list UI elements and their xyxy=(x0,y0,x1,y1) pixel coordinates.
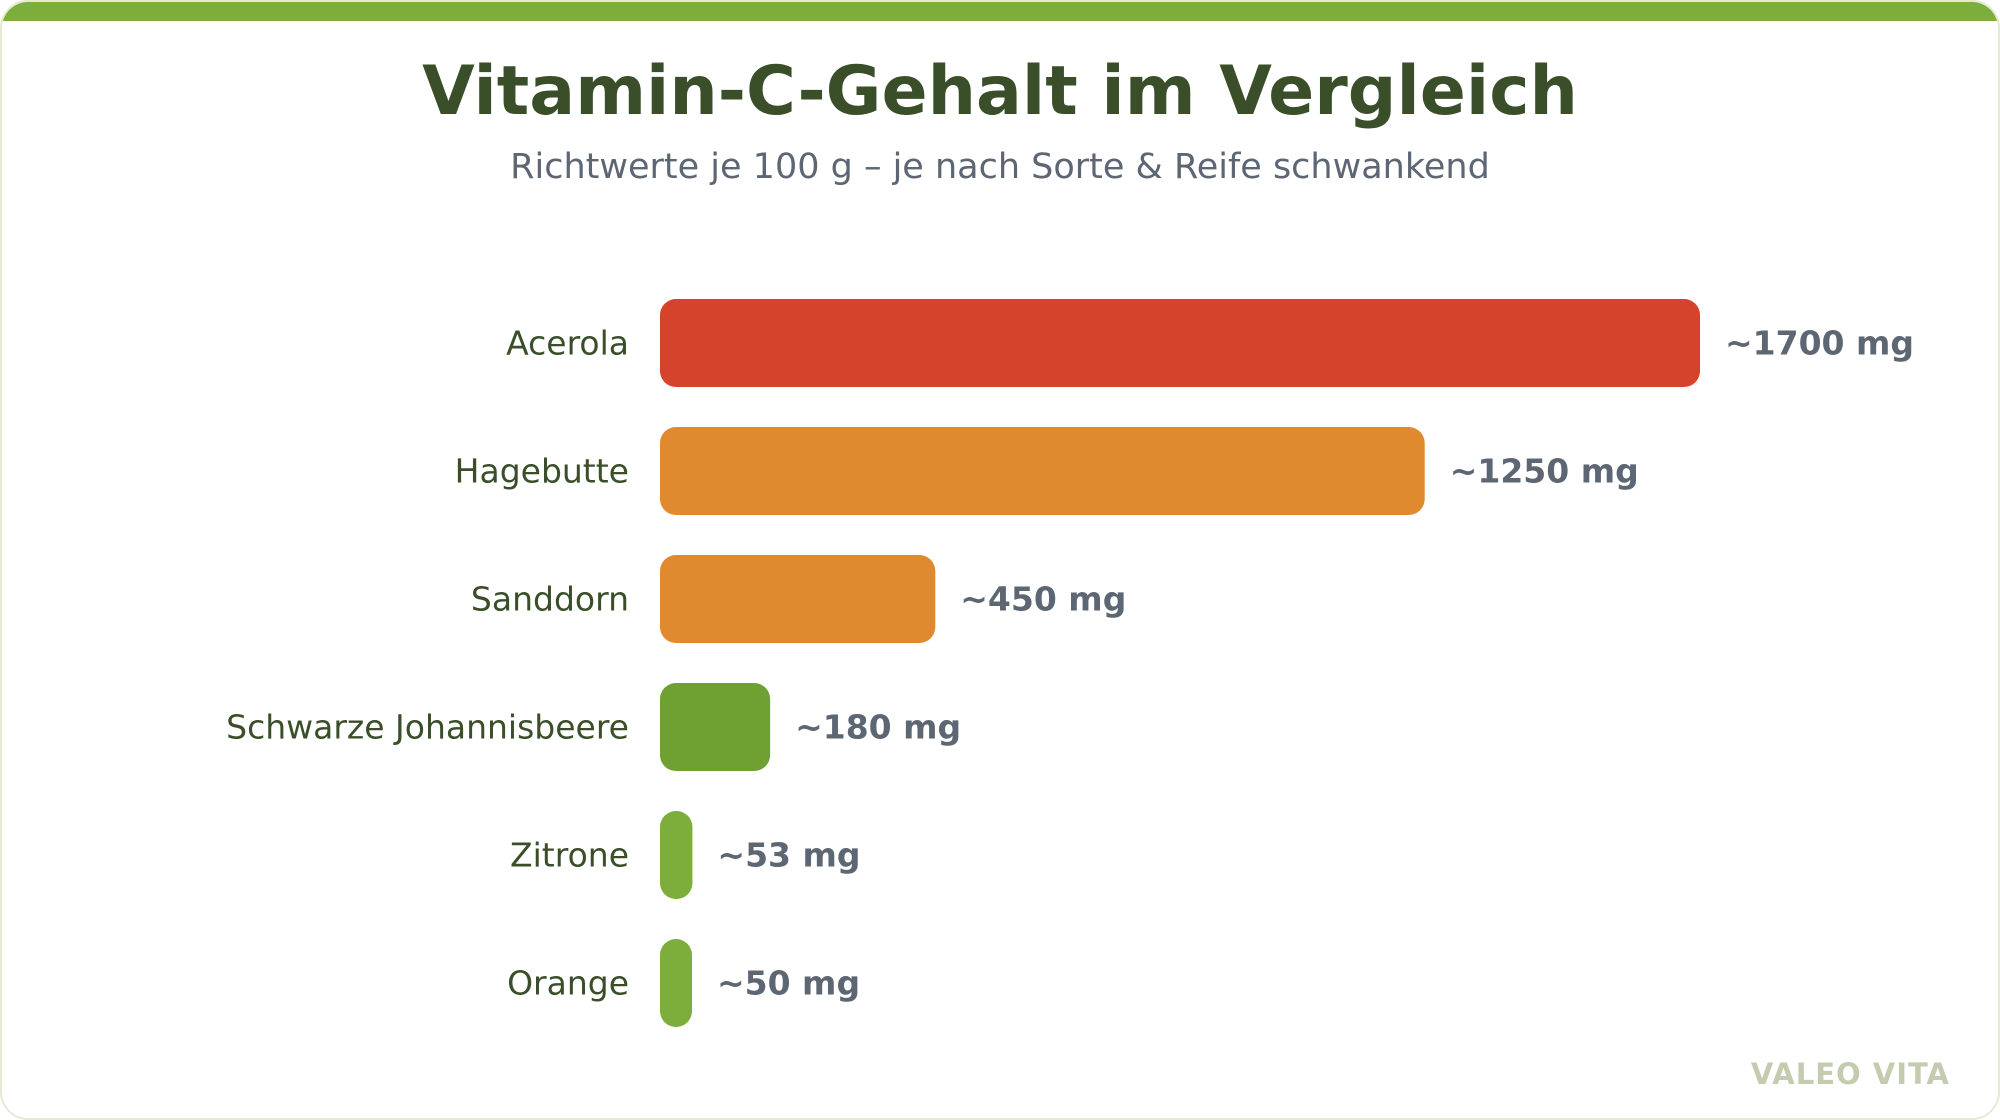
value-label-sanddorn: ~450 mg xyxy=(960,580,1126,619)
bar-acerola xyxy=(660,299,1700,387)
category-label-schwarze-johannisbeere: Schwarze Johannisbeere xyxy=(226,708,629,747)
chart-subtitle: Richtwerte je 100 g – je nach Sorte & Re… xyxy=(510,147,1490,187)
category-label-hagebutte: Hagebutte xyxy=(455,452,629,491)
brand-logo-text: VALEO VITA xyxy=(1750,1057,1950,1091)
value-label-orange: ~50 mg xyxy=(717,964,860,1003)
bar-zitrone xyxy=(660,811,693,899)
category-label-sanddorn: Sanddorn xyxy=(471,580,629,619)
value-label-schwarze-johannisbeere: ~180 mg xyxy=(795,708,961,747)
bar-hagebutte xyxy=(660,427,1425,515)
value-label-acerola: ~1700 mg xyxy=(1725,324,1914,363)
value-label-hagebutte: ~1250 mg xyxy=(1450,452,1639,491)
chart-title: Vitamin-C-Gehalt im Vergleich xyxy=(422,52,1578,131)
bar-schwarze-johannisbeere xyxy=(660,683,771,771)
category-label-acerola: Acerola xyxy=(506,324,629,363)
category-label-orange: Orange xyxy=(507,964,629,1003)
top-accent-stripe xyxy=(2,2,1998,21)
category-label-zitrone: Zitrone xyxy=(510,836,629,875)
bar-sanddorn xyxy=(660,555,936,643)
bar-orange xyxy=(660,939,692,1027)
value-label-zitrone: ~53 mg xyxy=(717,836,860,875)
